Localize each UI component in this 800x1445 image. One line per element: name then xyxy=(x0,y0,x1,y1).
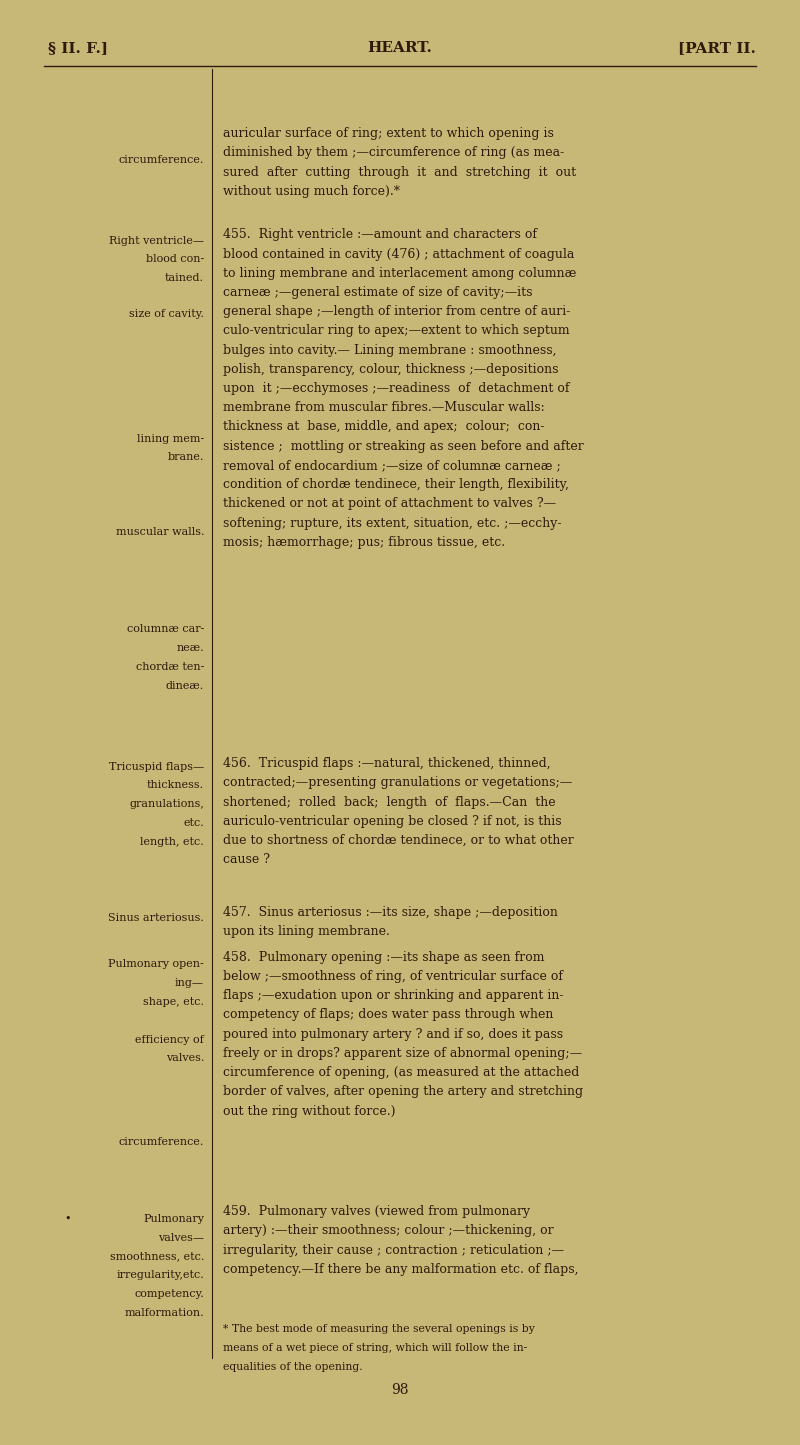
Text: Tricuspid flaps—: Tricuspid flaps— xyxy=(109,762,204,772)
Text: condition of chordæ tendinece, their length, flexibility,: condition of chordæ tendinece, their len… xyxy=(223,478,570,491)
Text: brane.: brane. xyxy=(168,452,204,462)
Text: diminished by them ;—circumference of ring (as mea-: diminished by them ;—circumference of ri… xyxy=(223,146,565,159)
Text: chordæ ten-: chordæ ten- xyxy=(136,662,204,672)
Text: 456.  Tricuspid flaps :—natural, thickened, thinned,: 456. Tricuspid flaps :—natural, thickene… xyxy=(223,757,551,770)
Text: [PART II.: [PART II. xyxy=(678,42,756,55)
Text: below ;—smoothness of ring, of ventricular surface of: below ;—smoothness of ring, of ventricul… xyxy=(223,970,563,983)
Text: circumference.: circumference. xyxy=(118,155,204,165)
Text: artery) :—their smoothness; colour ;—thickening, or: artery) :—their smoothness; colour ;—thi… xyxy=(223,1224,554,1237)
Text: due to shortness of chordæ tendinece, or to what other: due to shortness of chordæ tendinece, or… xyxy=(223,834,574,847)
Text: border of valves, after opening the artery and stretching: border of valves, after opening the arte… xyxy=(223,1085,583,1098)
Text: thickened or not at point of attachment to valves ?—: thickened or not at point of attachment … xyxy=(223,497,556,510)
Text: flaps ;—exudation upon or shrinking and apparent in-: flaps ;—exudation upon or shrinking and … xyxy=(223,990,564,1003)
Text: efficiency of: efficiency of xyxy=(135,1035,204,1045)
Text: irregularity,etc.: irregularity,etc. xyxy=(116,1270,204,1280)
Text: columnæ car-: columnæ car- xyxy=(126,624,204,634)
Text: mosis; hæmorrhage; pus; fibrous tissue, etc.: mosis; hæmorrhage; pus; fibrous tissue, … xyxy=(223,536,506,549)
Text: tained.: tained. xyxy=(165,273,204,283)
Text: removal of endocardium ;—size of columnæ carneæ ;: removal of endocardium ;—size of columnæ… xyxy=(223,460,561,473)
Text: Right ventricle—: Right ventricle— xyxy=(109,236,204,246)
Text: valves—: valves— xyxy=(158,1233,204,1243)
Text: lining mem-: lining mem- xyxy=(137,434,204,444)
Text: 98: 98 xyxy=(391,1383,409,1397)
Text: 455.  Right ventricle :—amount and characters of: 455. Right ventricle :—amount and charac… xyxy=(223,228,538,241)
Text: blood contained in cavity (476) ; attachment of coagula: blood contained in cavity (476) ; attach… xyxy=(223,247,574,260)
Text: polish, transparency, colour, thickness ;—depositions: polish, transparency, colour, thickness … xyxy=(223,363,558,376)
Text: HEART.: HEART. xyxy=(367,42,433,55)
Text: Pulmonary open-: Pulmonary open- xyxy=(108,959,204,970)
Text: circumference.: circumference. xyxy=(118,1137,204,1147)
Text: •: • xyxy=(64,1214,70,1224)
Text: length, etc.: length, etc. xyxy=(140,837,204,847)
Text: blood con-: blood con- xyxy=(146,254,204,264)
Text: without using much force).*: without using much force).* xyxy=(223,185,400,198)
Text: culo-ventricular ring to apex;—extent to which septum: culo-ventricular ring to apex;—extent to… xyxy=(223,325,570,337)
Text: competency of flaps; does water pass through when: competency of flaps; does water pass thr… xyxy=(223,1009,554,1022)
Text: carneæ ;—general estimate of size of cavity;—its: carneæ ;—general estimate of size of cav… xyxy=(223,286,533,299)
Text: upon  it ;—ecchymoses ;—readiness  of  detachment of: upon it ;—ecchymoses ;—readiness of deta… xyxy=(223,381,570,394)
Text: softening; rupture, its extent, situation, etc. ;—ecchy-: softening; rupture, its extent, situatio… xyxy=(223,517,562,529)
Text: contracted;—presenting granulations or vegetations;—: contracted;—presenting granulations or v… xyxy=(223,776,573,789)
Text: poured into pulmonary artery ? and if so, does it pass: poured into pulmonary artery ? and if so… xyxy=(223,1027,563,1040)
Text: to lining membrane and interlacement among columnæ: to lining membrane and interlacement amo… xyxy=(223,267,577,280)
Text: cause ?: cause ? xyxy=(223,853,270,866)
Text: thickness at  base, middle, and apex;  colour;  con-: thickness at base, middle, and apex; col… xyxy=(223,420,545,433)
Text: sured  after  cutting  through  it  and  stretching  it  out: sured after cutting through it and stret… xyxy=(223,166,576,179)
Text: shortened;  rolled  back;  length  of  flaps.—Can  the: shortened; rolled back; length of flaps.… xyxy=(223,796,556,809)
Text: * The best mode of measuring the several openings is by: * The best mode of measuring the several… xyxy=(223,1324,535,1334)
Text: muscular walls.: muscular walls. xyxy=(115,527,204,538)
Text: bulges into cavity.— Lining membrane : smoothness,: bulges into cavity.— Lining membrane : s… xyxy=(223,344,557,357)
Text: 457.  Sinus arteriosus :—its size, shape ;—deposition: 457. Sinus arteriosus :—its size, shape … xyxy=(223,906,558,919)
Text: auricular surface of ring; extent to which opening is: auricular surface of ring; extent to whi… xyxy=(223,127,554,140)
Text: thickness.: thickness. xyxy=(147,780,204,790)
Text: shape, etc.: shape, etc. xyxy=(143,997,204,1007)
Text: equalities of the opening.: equalities of the opening. xyxy=(223,1363,363,1373)
Text: general shape ;—length of interior from centre of auri-: general shape ;—length of interior from … xyxy=(223,305,570,318)
Text: granulations,: granulations, xyxy=(129,799,204,809)
Text: competency.: competency. xyxy=(134,1289,204,1299)
Text: 458.  Pulmonary opening :—its shape as seen from: 458. Pulmonary opening :—its shape as se… xyxy=(223,951,545,964)
Text: etc.: etc. xyxy=(183,818,204,828)
Text: Sinus arteriosus.: Sinus arteriosus. xyxy=(108,913,204,923)
Text: dineæ.: dineæ. xyxy=(166,681,204,691)
Text: sistence ;  mottling or streaking as seen before and after: sistence ; mottling or streaking as seen… xyxy=(223,439,584,452)
Text: freely or in drops? apparent size of abnormal opening;—: freely or in drops? apparent size of abn… xyxy=(223,1046,582,1059)
Text: circumference of opening, (as measured at the attached: circumference of opening, (as measured a… xyxy=(223,1066,579,1079)
Text: competency.—If there be any malformation etc. of flaps,: competency.—If there be any malformation… xyxy=(223,1263,578,1276)
Text: irregularity, their cause ; contraction ; reticulation ;—: irregularity, their cause ; contraction … xyxy=(223,1244,564,1257)
Text: § II. F.]: § II. F.] xyxy=(48,42,108,55)
Text: size of cavity.: size of cavity. xyxy=(129,309,204,319)
Text: membrane from muscular fibres.—Muscular walls:: membrane from muscular fibres.—Muscular … xyxy=(223,402,545,415)
Text: out the ring without force.): out the ring without force.) xyxy=(223,1104,396,1117)
Text: Pulmonary: Pulmonary xyxy=(143,1214,204,1224)
Text: auriculo-ventricular opening be closed ? if not, is this: auriculo-ventricular opening be closed ?… xyxy=(223,815,562,828)
Text: upon its lining membrane.: upon its lining membrane. xyxy=(223,925,390,938)
Text: 459.  Pulmonary valves (viewed from pulmonary: 459. Pulmonary valves (viewed from pulmo… xyxy=(223,1205,530,1218)
Text: valves.: valves. xyxy=(166,1053,204,1064)
Text: malformation.: malformation. xyxy=(124,1308,204,1318)
Text: means of a wet piece of string, which will follow the in-: means of a wet piece of string, which wi… xyxy=(223,1342,527,1353)
Text: ing—: ing— xyxy=(175,978,204,988)
Text: neæ.: neæ. xyxy=(176,643,204,653)
Text: smoothness, etc.: smoothness, etc. xyxy=(110,1251,204,1261)
